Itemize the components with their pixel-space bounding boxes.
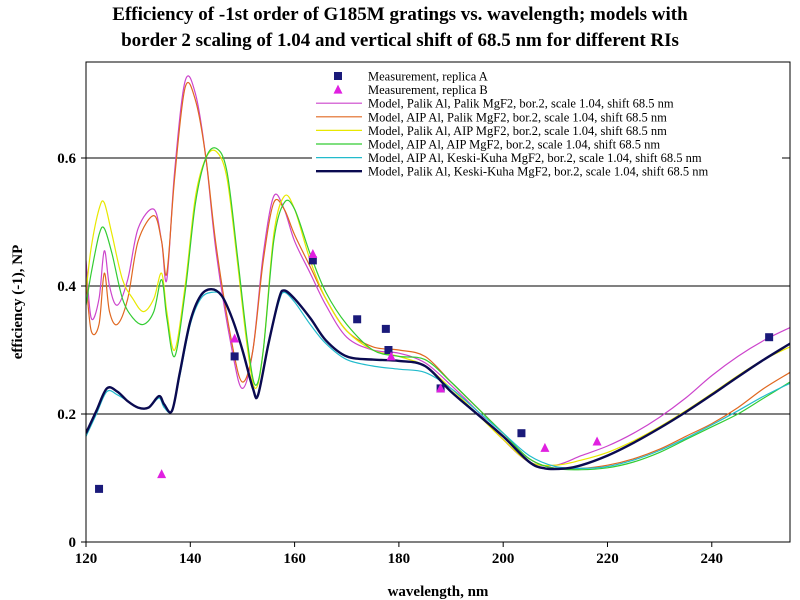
y-tick-label: 0 <box>69 535 77 551</box>
series-line-7 <box>86 288 790 471</box>
legend-label: Model, AIP Al, Keski-Kuha MgF2, bor.2, s… <box>368 151 702 165</box>
legend-marker <box>333 84 343 94</box>
series-line-6 <box>86 291 790 470</box>
x-tick-label: 240 <box>701 551 724 567</box>
data-point-replica-a <box>765 333 774 342</box>
x-tick-label: 160 <box>283 551 306 567</box>
y-axis-label: efficiency (-1), NP <box>10 245 26 360</box>
data-point-replica-a <box>517 429 526 438</box>
data-point-replica-a <box>308 256 317 265</box>
legend-label: Model, AIP Al, Palik MgF2, bor.2, scale … <box>368 110 667 124</box>
legend-label: Model, Palik Al, Keski-Kuha MgF2, bor.2,… <box>368 165 709 179</box>
legend-label: Model, Palik Al, AIP MgF2, bor.2, scale … <box>368 124 667 138</box>
x-tick-label: 220 <box>596 551 619 567</box>
chart-title: Efficiency of -1st order of G185M gratin… <box>112 4 688 25</box>
y-tick-label: 0.4 <box>57 279 76 295</box>
data-point-replica-b <box>436 383 446 393</box>
legend-label: Measurement, replica A <box>368 70 488 84</box>
series-line-4 <box>86 149 790 467</box>
data-point-replica-b <box>592 436 602 446</box>
data-point-replica-b <box>386 351 396 361</box>
legend-box <box>312 66 782 183</box>
marker-group <box>95 249 774 493</box>
data-point-replica-b <box>230 333 240 343</box>
x-tick-label: 200 <box>492 551 515 567</box>
series-line-3 <box>86 81 790 470</box>
data-point-replica-b <box>308 249 318 258</box>
x-tick-label: 180 <box>388 551 411 567</box>
y-tick-label: 0.2 <box>57 407 76 423</box>
legend-label: Model, Palik Al, Palik MgF2, bor.2, scal… <box>368 97 674 111</box>
axis-ticks: 120 140 160 180 200 220 240 0 0.2 0.4 0.6 <box>57 151 723 567</box>
x-axis-label: wavelength, nm <box>388 584 489 600</box>
data-point-replica-a <box>353 315 362 324</box>
data-point-replica-b <box>540 442 550 452</box>
data-point-replica-a <box>381 324 390 333</box>
series-line-2 <box>86 75 790 467</box>
x-tick-label: 140 <box>179 551 202 567</box>
data-point-replica-a <box>384 346 393 354</box>
legend-marker <box>334 72 342 80</box>
data-point-replica-b <box>157 469 167 479</box>
y-tick-label: 0.6 <box>57 151 76 167</box>
series-group <box>86 75 790 471</box>
series-line-5 <box>86 147 790 471</box>
legend-label: Model, AIP Al, AIP MgF2, bor.2, scale 1.… <box>368 138 660 152</box>
data-point-replica-a <box>95 484 104 493</box>
x-tick-label: 120 <box>75 551 98 567</box>
legend-label: Measurement, replica B <box>368 83 488 97</box>
chart-title-block: Efficiency of -1st order of G185M gratin… <box>0 2 800 54</box>
chart-subtitle: border 2 scaling of 1.04 and vertical sh… <box>121 30 679 51</box>
data-point-replica-a <box>230 352 239 361</box>
plot-area-frame <box>85 61 791 543</box>
